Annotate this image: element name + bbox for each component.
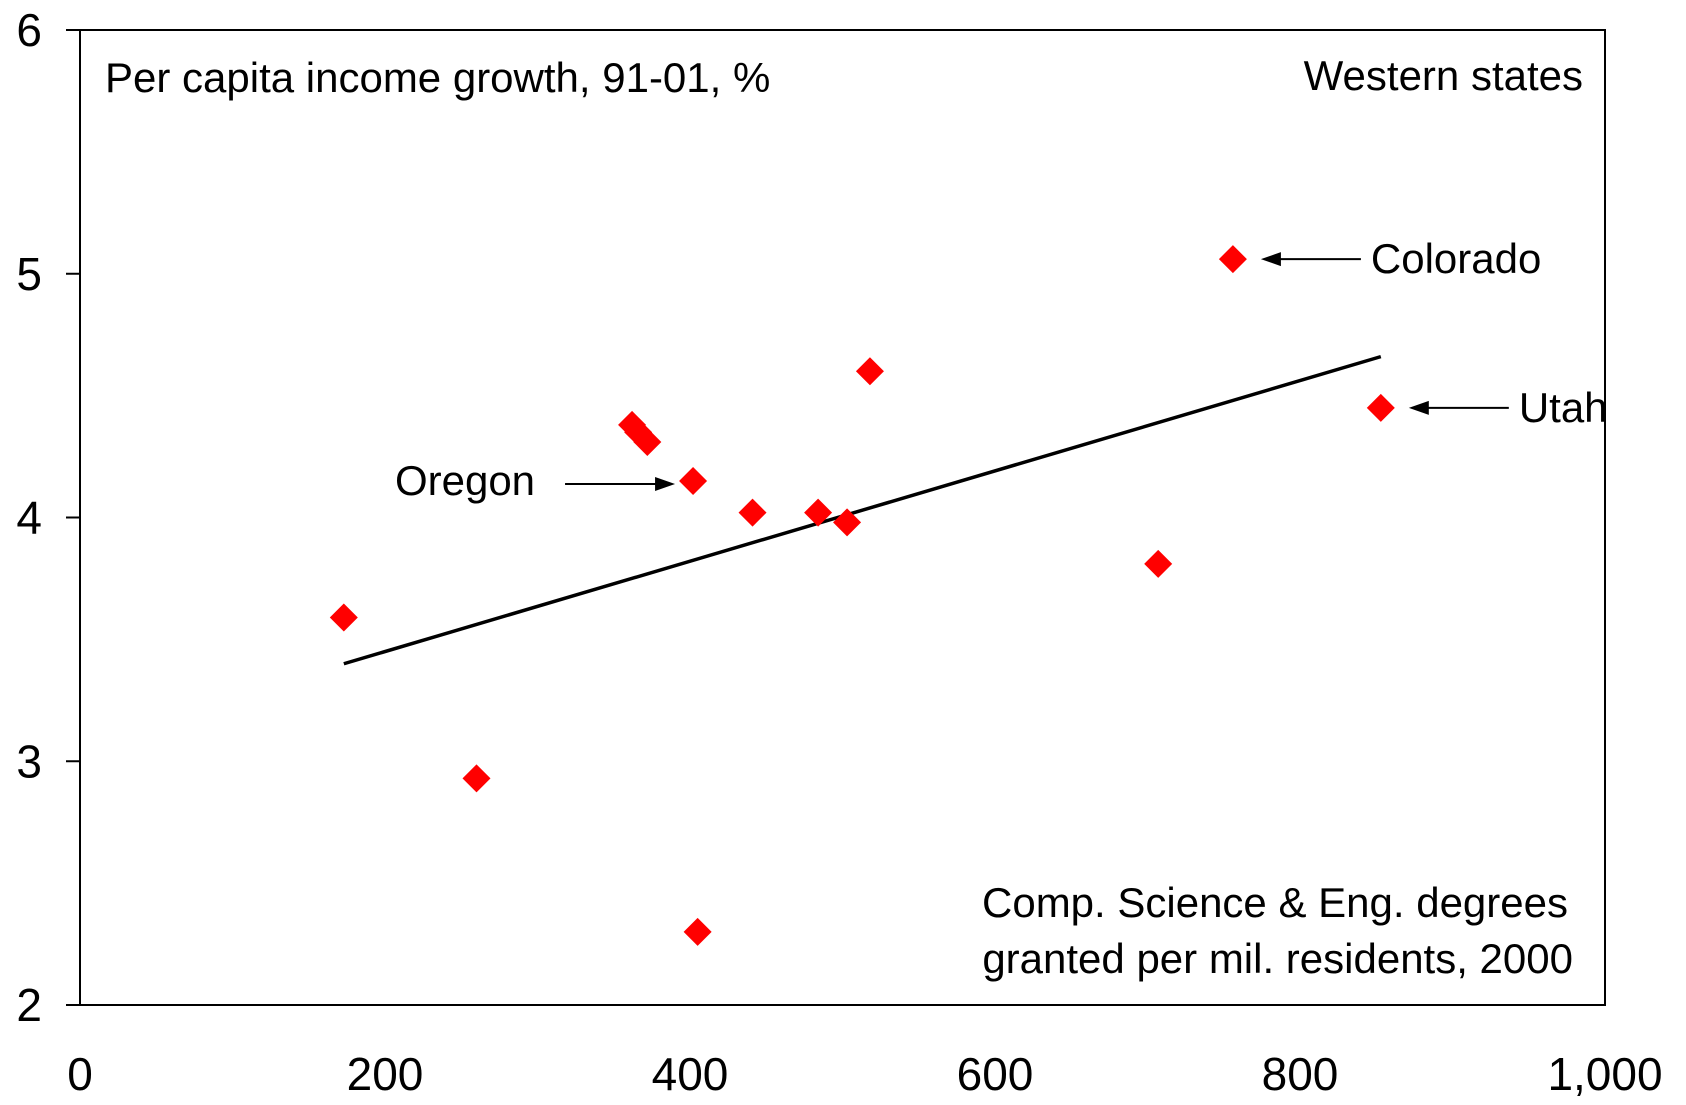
arrow-head-icon (1408, 400, 1429, 415)
y-tick-label: 5 (16, 248, 42, 300)
x-axis-label-line-2: granted per mil. residents, 2000 (982, 935, 1573, 982)
x-tick-label: 1,000 (1547, 1048, 1662, 1100)
y-tick-label: 3 (16, 735, 42, 787)
data-points (329, 245, 1395, 946)
annotation-oregon: Oregon (395, 457, 676, 504)
data-point (833, 508, 862, 537)
data-point (683, 917, 712, 946)
annotation-colorado: Colorado (1260, 235, 1541, 282)
y-axis-label: Per capita income growth, 91-01, % (105, 54, 770, 101)
annotation-label: Colorado (1371, 235, 1541, 282)
x-tick-label: 200 (347, 1048, 424, 1100)
data-point (804, 498, 833, 527)
x-tick-label: 0 (67, 1048, 93, 1100)
data-point (329, 603, 358, 632)
annotation-label: Oregon (395, 457, 535, 504)
data-point (462, 764, 491, 793)
annotations: Colorado Utah Oregon (395, 235, 1608, 504)
trend-line (343, 354, 1382, 666)
y-tick-label: 4 (16, 492, 42, 544)
x-tick-label: 800 (1262, 1048, 1339, 1100)
data-point (633, 427, 662, 456)
x-tick-label: 400 (652, 1048, 729, 1100)
y-tick-label: 2 (16, 979, 42, 1031)
arrow-head-icon (1260, 252, 1281, 267)
data-point (738, 498, 767, 527)
arrow-head-icon (655, 476, 676, 491)
x-tick-label: 600 (957, 1048, 1034, 1100)
annotation-utah: Utah (1408, 384, 1608, 431)
chart-title: Western states (1304, 52, 1583, 99)
data-point (1144, 549, 1173, 578)
y-tick-label: 6 (16, 4, 42, 56)
data-point (679, 466, 708, 495)
annotation-label: Utah (1519, 384, 1608, 431)
data-point (1366, 393, 1395, 422)
data-point (855, 357, 884, 386)
x-axis-label-line-1: Comp. Science & Eng. degrees (982, 879, 1568, 926)
x-axis: 0 200 400 600 800 1,000 (67, 1048, 1662, 1100)
data-point (1218, 245, 1247, 274)
y-axis: 2 3 4 5 6 (16, 4, 80, 1031)
